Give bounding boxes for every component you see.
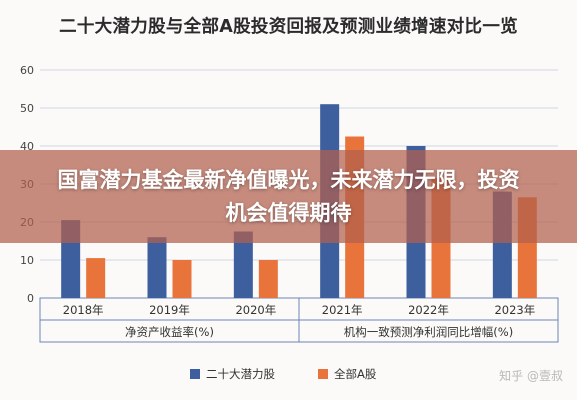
watermark: 知乎 @壹叔	[499, 369, 563, 383]
x-tick-label: 2021年	[322, 303, 363, 317]
x-tick-label: 2023年	[494, 303, 535, 317]
bar	[233, 231, 253, 298]
y-tick-label: 50	[20, 102, 34, 115]
group-label: 净资产收益率(%)	[125, 325, 214, 339]
y-tick-label: 40	[20, 140, 34, 153]
x-tick-label: 2019年	[149, 303, 190, 317]
legend-label: 二十大潜力股	[206, 367, 275, 381]
chart-title: 二十大潜力股与全部A股投资回报及预测业绩增速对比一览	[59, 16, 518, 37]
legend-swatch	[318, 369, 328, 379]
legend-swatch	[190, 369, 200, 379]
legend-label: 全部A股	[334, 367, 377, 381]
headline-text: 国富潜力基金最新净值曝光，未来潜力无限，投资机会值得期待	[57, 167, 520, 225]
x-tick-label: 2020年	[235, 303, 276, 317]
x-tick-label: 2022年	[408, 303, 449, 317]
bar	[86, 258, 106, 298]
group-label: 机构一致预测净利润同比增幅(%)	[344, 325, 513, 339]
y-tick-label: 10	[20, 254, 34, 267]
x-tick-label: 2018年	[63, 303, 104, 317]
y-tick-label: 0	[27, 292, 34, 305]
bar	[147, 237, 167, 298]
y-tick-label: 60	[20, 64, 34, 77]
headline-banner: 国富潜力基金最新净值曝光，未来潜力无限，投资机会值得期待	[0, 150, 577, 243]
bar	[172, 260, 192, 298]
bar	[258, 260, 278, 298]
